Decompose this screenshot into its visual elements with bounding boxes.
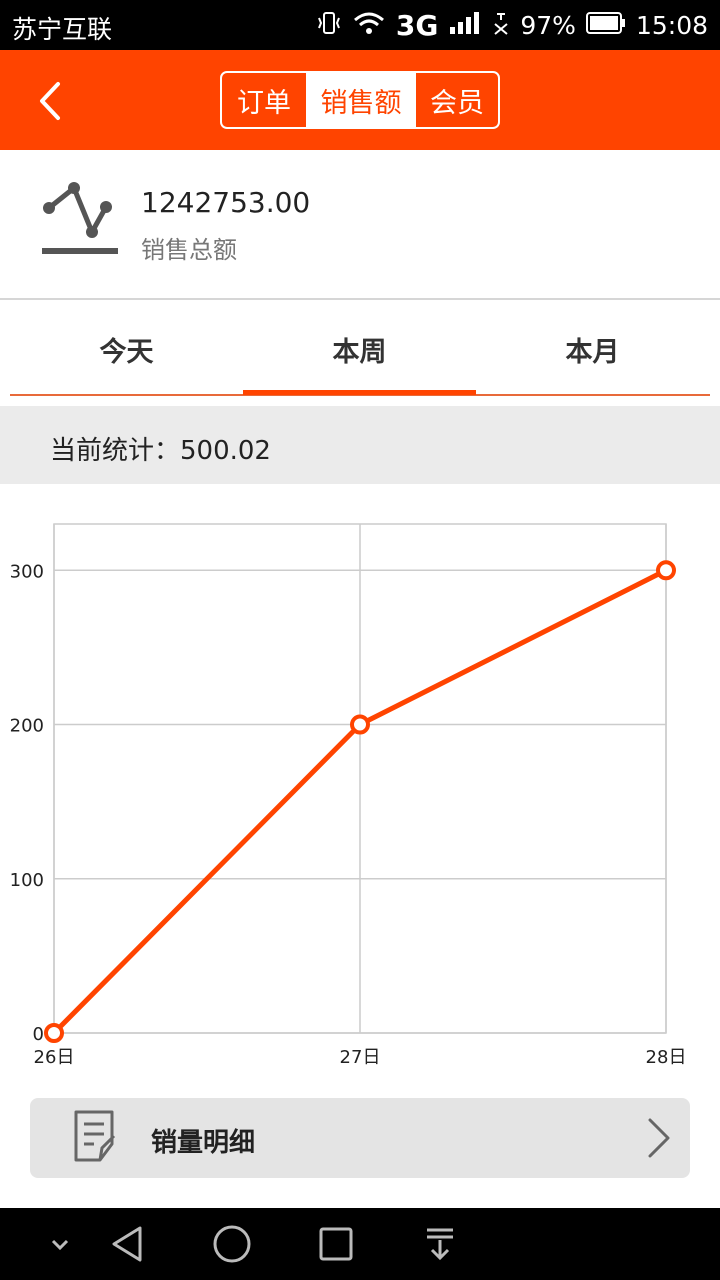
x-tick-label: 27日 <box>340 1047 381 1068</box>
y-tick-label: 300 <box>10 561 44 582</box>
sales-detail-label: 销量明细 <box>151 1128 256 1158</box>
chart-canvas: 0 100 200 300 26日 27日 28日 <box>10 523 687 1068</box>
total-sales-label: 销售总额 <box>141 236 237 264</box>
carrier-name: 苏宁互联 <box>12 15 113 44</box>
data-point <box>656 560 676 581</box>
nav-notification-button[interactable] <box>420 1208 460 1280</box>
recents-square-icon <box>319 1227 353 1261</box>
nav-home-button[interactable] <box>210 1208 254 1280</box>
back-triangle-icon <box>112 1226 142 1262</box>
x-tick-label: 26日 <box>34 1047 75 1068</box>
battery-icon <box>585 11 626 41</box>
nav-recents-button[interactable] <box>316 1208 356 1280</box>
tab-this-week[interactable]: 本周 <box>332 336 387 368</box>
y-tick-label: 200 <box>10 716 44 737</box>
tab-this-month[interactable]: 本月 <box>565 336 620 368</box>
wifi-icon <box>352 10 386 42</box>
y-tick-label: 0 <box>33 1024 44 1045</box>
home-circle-icon <box>213 1225 251 1263</box>
total-sales-value: 1242753.00 <box>141 186 311 219</box>
sales-line-chart: 0 100 200 300 26日 27日 28日 <box>0 484 720 1084</box>
vibrate-icon <box>316 10 342 42</box>
signal-icon <box>448 10 482 42</box>
status-bar: 苏宁互联 3G 97% 15:08 <box>0 0 720 50</box>
signal-2-icon <box>492 10 510 42</box>
back-button[interactable] <box>28 76 78 126</box>
sales-summary: 1242753.00 销售总额 <box>0 150 720 300</box>
chevron-right-icon <box>648 1118 670 1158</box>
download-icon <box>427 1228 453 1261</box>
segment-members[interactable]: 会员 <box>414 73 498 127</box>
period-tabs: 今天 本周 本月 <box>10 302 710 396</box>
tab-today[interactable]: 今天 <box>99 336 154 368</box>
chevron-left-icon <box>40 82 60 120</box>
segment-sales[interactable]: 销售额 <box>308 73 414 127</box>
app-header: 订单 销售额 会员 <box>0 50 720 150</box>
status-icons: 3G 97% 15:08 <box>316 9 708 42</box>
segmented-control: 订单 销售额 会员 <box>220 71 500 129</box>
system-nav-bar <box>0 1208 720 1280</box>
sales-detail-button[interactable]: 销量明细 <box>30 1098 690 1178</box>
collapse-button[interactable] <box>40 1208 80 1280</box>
clock: 15:08 <box>635 11 708 40</box>
network-type: 3G <box>395 9 439 42</box>
data-point <box>44 1023 64 1043</box>
x-tick-label: 28日 <box>646 1047 687 1068</box>
collapse-icon <box>51 1239 69 1251</box>
battery-level: 97% <box>520 11 576 40</box>
current-stat-bar: 当前统计：500.02 <box>0 406 720 484</box>
y-tick-label: 100 <box>10 870 44 891</box>
data-point <box>350 714 370 735</box>
tab-indicator <box>243 390 476 395</box>
current-stat-label: 当前统计：500.02 <box>50 436 271 466</box>
line-chart-icon <box>42 182 118 254</box>
document-edit-icon <box>74 1110 116 1162</box>
segment-orders[interactable]: 订单 <box>222 73 308 127</box>
nav-back-button[interactable] <box>106 1208 150 1280</box>
